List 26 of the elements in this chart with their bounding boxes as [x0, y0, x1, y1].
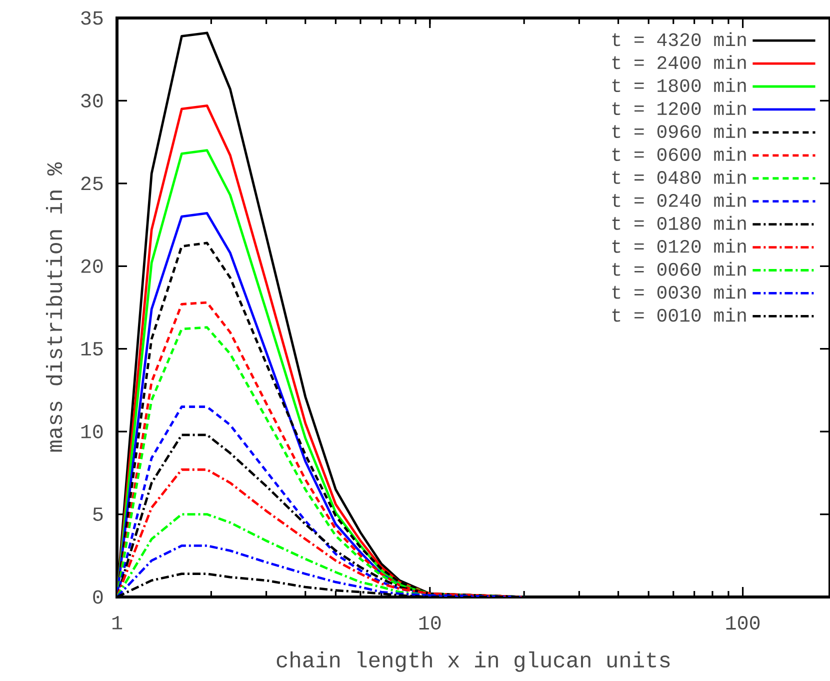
x-axis-title: chain length x in glucan units [276, 651, 670, 672]
legend-label: t = 4320 min [612, 32, 746, 46]
legend-label: t = 0180 min [612, 216, 746, 230]
legend-label: t = 0060 min [612, 262, 746, 276]
y-tick-label: 25 [81, 176, 103, 190]
legend-label: t = 1200 min [612, 101, 746, 116]
x-tick-label: 1 [112, 616, 122, 630]
legend-label: t = 0120 min [612, 238, 746, 253]
legend-label: t = 1800 min [612, 78, 746, 92]
legend-label: t = 2400 min [612, 55, 746, 70]
legend-label: t = 0240 min [612, 192, 746, 207]
x-tick-label: 10 [419, 616, 441, 630]
legend-label: t = 0600 min [612, 147, 746, 161]
y-axis-title: mass distribution in % [46, 162, 62, 452]
x-tick-label: 100 [726, 616, 760, 630]
y-tick-label: 30 [81, 94, 103, 108]
y-tick-label: 5 [93, 508, 103, 521]
y-tick-label: 15 [81, 342, 103, 356]
legend-label: t = 0960 min [612, 124, 746, 138]
y-tick-label: 20 [81, 259, 103, 273]
y-tick-label: 35 [81, 11, 103, 25]
legend-label: t = 0480 min [612, 170, 746, 184]
y-tick-label: 10 [81, 424, 103, 438]
legend-label: t = 0010 min [612, 308, 746, 322]
legend-label: t = 0030 min [612, 284, 746, 299]
y-tick-label: 0 [93, 590, 103, 604]
